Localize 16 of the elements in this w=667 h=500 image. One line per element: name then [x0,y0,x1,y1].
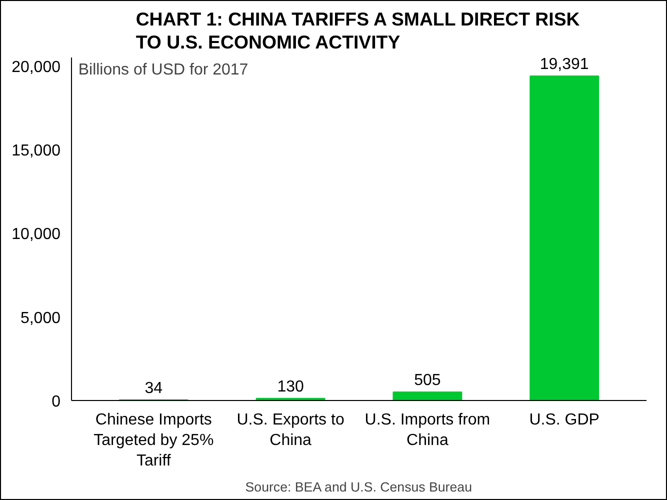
x-tick-label: U.S. Imports from China [364,412,490,449]
data-label: 19,391 [540,56,589,74]
y-tick-label: 15,000 [12,142,61,160]
x-tick-label: Chinese Imports Targeted by 25% Tariff [94,412,214,470]
y-tick-label: 10,000 [12,226,61,244]
y-tick-label: 20,000 [12,58,61,76]
data-label: 34 [144,380,163,398]
y-axis-title: Billions of USD for 2017 [78,62,248,78]
data-label: 505 [414,372,441,390]
chart-title: CHART 1: CHINA TARIFFS A SMALL DIRECT RISK TO U.S. ECONOMIC ACTIVITY [136,8,580,52]
x-tick-label: U.S. GDP [529,412,600,428]
data-label: 130 [277,378,304,396]
y-tick-label: 5,000 [20,310,61,327]
x-tick-label: U.S. Exports to China [236,412,344,449]
source-note: Source: BEA and U.S. Census Bureau [245,480,472,494]
y-tick-label: 0 [52,394,61,410]
